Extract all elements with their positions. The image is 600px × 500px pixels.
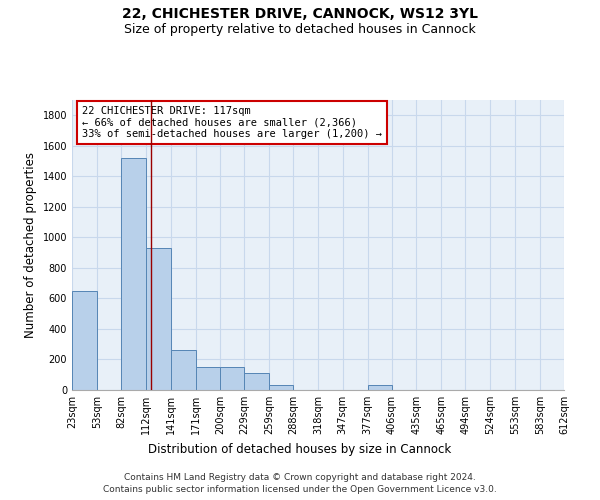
Y-axis label: Number of detached properties: Number of detached properties [24, 152, 37, 338]
Bar [146, 248, 170, 390]
Text: Contains public sector information licensed under the Open Government Licence v3: Contains public sector information licen… [103, 485, 497, 494]
Bar [269, 386, 293, 390]
Bar [244, 373, 269, 390]
Text: Contains HM Land Registry data © Crown copyright and database right 2024.: Contains HM Land Registry data © Crown c… [124, 472, 476, 482]
Bar [220, 367, 244, 390]
Text: 22 CHICHESTER DRIVE: 117sqm
← 66% of detached houses are smaller (2,366)
33% of : 22 CHICHESTER DRIVE: 117sqm ← 66% of det… [82, 106, 382, 139]
Text: Distribution of detached houses by size in Cannock: Distribution of detached houses by size … [148, 442, 452, 456]
Text: 22, CHICHESTER DRIVE, CANNOCK, WS12 3YL: 22, CHICHESTER DRIVE, CANNOCK, WS12 3YL [122, 8, 478, 22]
Bar [368, 386, 392, 390]
Bar [72, 291, 97, 390]
Bar [121, 158, 146, 390]
Bar [196, 367, 220, 390]
Text: Size of property relative to detached houses in Cannock: Size of property relative to detached ho… [124, 22, 476, 36]
Bar [170, 350, 196, 390]
